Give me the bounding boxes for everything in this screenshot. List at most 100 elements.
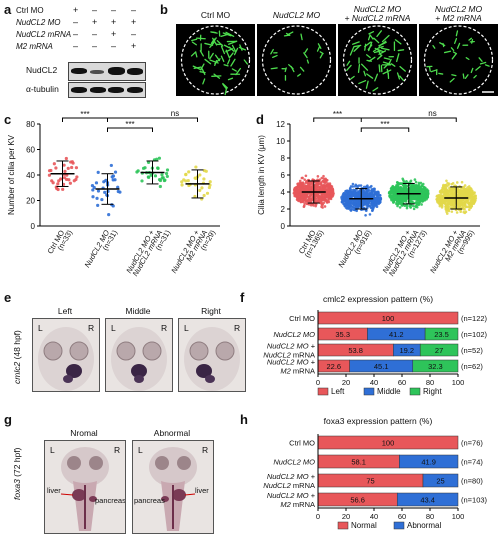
data-point [459, 190, 463, 194]
cilium [449, 77, 455, 83]
x-tick-label: 80 [426, 512, 434, 521]
bar-value-label: 100 [382, 314, 395, 323]
liver-annotation: liver [47, 486, 61, 495]
panel-label-h: h [240, 412, 248, 427]
bar-value-label: 43.4 [420, 496, 435, 505]
cilium [225, 49, 231, 59]
data-point [62, 176, 66, 180]
cilium [352, 41, 360, 45]
y-tick-label: 8 [281, 154, 286, 163]
data-point [395, 187, 398, 191]
data-point [455, 211, 459, 214]
y-tick-label: 0 [31, 222, 36, 231]
data-point [352, 202, 355, 205]
heart-stain [205, 375, 215, 383]
panel-label-c: c [4, 112, 12, 127]
micrograph-kv [419, 24, 498, 96]
bar-segment [412, 359, 459, 373]
cilium [438, 72, 444, 75]
cilium [239, 44, 243, 51]
legend-swatch [317, 387, 329, 396]
data-point [450, 190, 454, 193]
x-tick-label: 20 [342, 378, 350, 387]
data-point [193, 194, 197, 199]
data-point [70, 160, 74, 164]
data-point [56, 187, 60, 192]
data-point [200, 186, 204, 190]
data-point [388, 191, 391, 195]
cilium [222, 82, 228, 89]
data-point [462, 207, 466, 211]
data-point [467, 208, 471, 212]
data-point [180, 180, 184, 184]
eye [189, 341, 209, 361]
data-point [469, 206, 472, 210]
cilium [428, 66, 431, 72]
micrograph-header: + M2 mRNA [435, 13, 482, 23]
data-point [411, 197, 415, 201]
treatment-mark: – [92, 5, 98, 15]
data-point [414, 205, 418, 208]
data-point [447, 184, 450, 187]
data-point [396, 183, 400, 186]
micrograph-kv [257, 24, 336, 96]
treatment-mark: + [111, 29, 117, 39]
data-point [470, 194, 474, 197]
cilium [199, 71, 206, 74]
data-point [51, 181, 55, 185]
cilium [456, 42, 461, 49]
sig-bracket [62, 117, 198, 122]
data-point [296, 186, 300, 189]
cilium [367, 34, 371, 41]
x-tick-label: 0 [316, 378, 320, 387]
data-point [198, 173, 202, 177]
n-label: (n=74) [461, 458, 483, 467]
sig-label: *** [380, 120, 389, 129]
data-point [104, 178, 108, 182]
data-point [451, 182, 455, 185]
treatment-mark: – [111, 5, 117, 15]
data-point [107, 213, 111, 217]
data-point [446, 193, 450, 196]
cilium [227, 59, 231, 65]
treatment-mark: – [92, 29, 98, 39]
data-point [399, 182, 403, 185]
data-point [398, 188, 402, 191]
data-point [157, 178, 162, 182]
cilium [450, 47, 455, 52]
cilium [360, 63, 369, 71]
cilium [478, 57, 483, 62]
treatment-mark: – [92, 41, 98, 51]
data-point [390, 187, 393, 190]
data-point [106, 189, 110, 193]
data-point [375, 199, 378, 202]
cilium [231, 68, 237, 72]
x-tick-label: 0 [316, 512, 320, 521]
cilium [223, 44, 231, 49]
data-point [463, 211, 467, 215]
kv-image [180, 25, 251, 96]
data-point [396, 204, 399, 208]
eye [67, 456, 81, 470]
data-point [319, 181, 323, 184]
cilium [465, 57, 470, 61]
data-point [464, 202, 467, 205]
data-point [322, 201, 326, 205]
data-point [54, 185, 58, 189]
data-point [416, 188, 419, 191]
data-point [160, 173, 164, 177]
treatment-mark: + [73, 5, 79, 15]
data-point [307, 182, 310, 185]
heart-stain [66, 364, 82, 378]
data-point [149, 173, 153, 177]
data-point [305, 187, 308, 191]
micrograph-header: Ctrl MO [200, 10, 231, 20]
data-point [450, 210, 454, 213]
cilium [376, 54, 383, 60]
data-point [409, 205, 412, 209]
bar-value-label: 27 [435, 346, 443, 355]
data-point [103, 190, 107, 194]
cilium [216, 40, 224, 47]
